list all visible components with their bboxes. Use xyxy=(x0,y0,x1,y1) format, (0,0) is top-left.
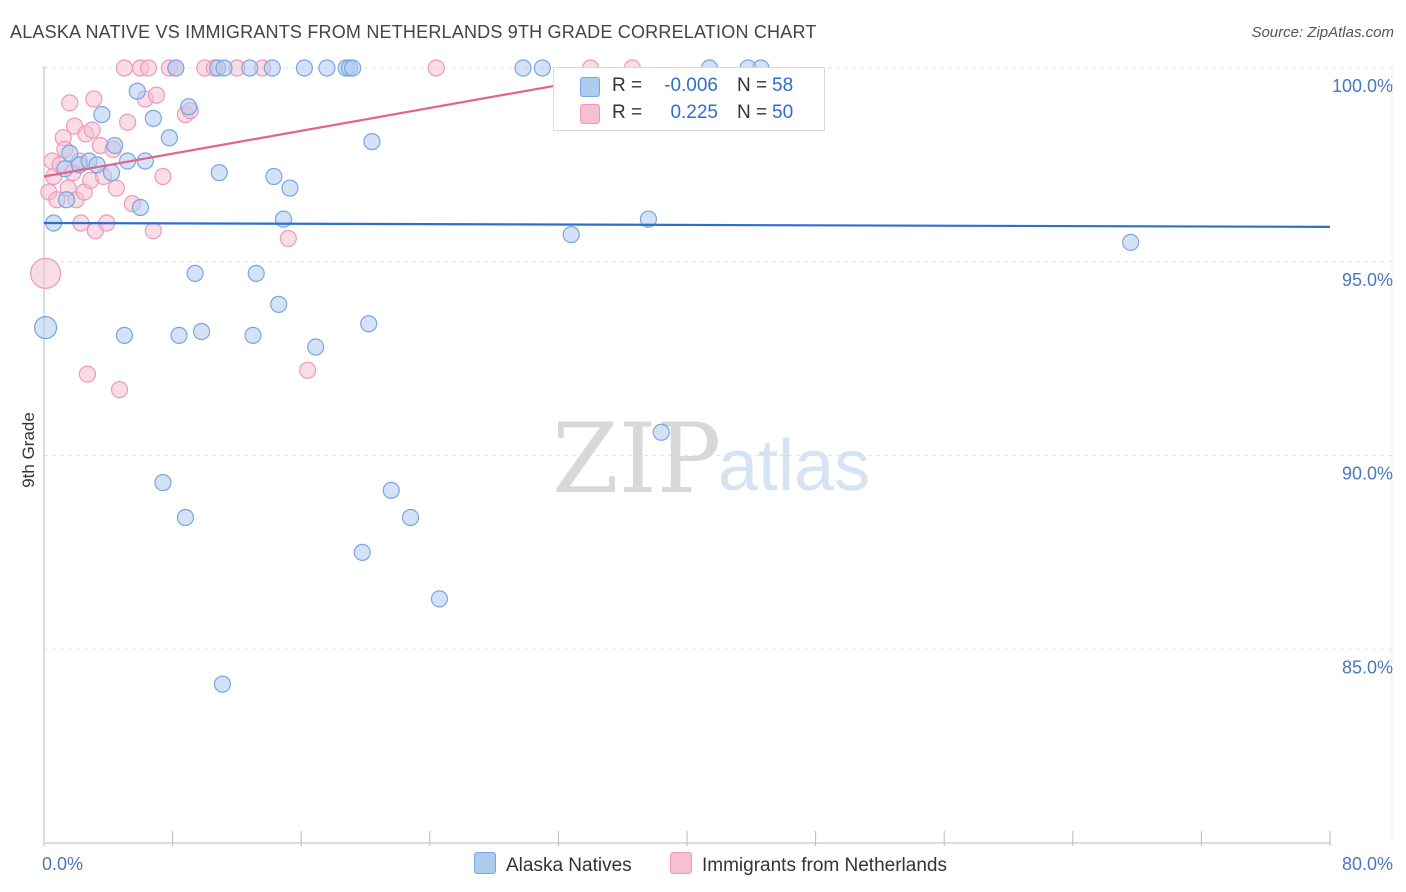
point-alaska-natives xyxy=(639,210,658,228)
stats-legend: R = -0.006 N = 58 R = 0.225 N = 50 xyxy=(553,67,825,131)
x-tick-labels: 0.0% 80.0% xyxy=(42,854,1393,874)
point-alaska-natives xyxy=(57,191,76,209)
point-alaska-natives xyxy=(136,152,154,170)
point-immigrants-netherlands xyxy=(61,94,79,112)
point-alaska-natives xyxy=(154,474,172,492)
point-immigrants-netherlands xyxy=(279,229,297,248)
point-alaska-natives xyxy=(307,338,325,356)
point-alaska-natives xyxy=(281,179,299,197)
series-immigrants-netherlands-points xyxy=(30,59,641,399)
point-alaska-natives xyxy=(562,226,580,244)
point-immigrants-netherlands xyxy=(139,59,158,77)
point-immigrants-netherlands xyxy=(85,90,103,108)
point-alaska-natives xyxy=(318,59,336,77)
point-alaska-natives xyxy=(241,59,259,77)
point-alaska-natives xyxy=(215,59,233,77)
swatch-blue xyxy=(580,77,600,97)
x-tick-label: 0.0% xyxy=(42,854,83,874)
point-alaska-natives xyxy=(430,590,449,608)
point-alaska-natives xyxy=(180,98,198,116)
y-tick-labels: 100.0% 95.0% 90.0% 85.0% xyxy=(1332,76,1393,677)
r-value: -0.006 xyxy=(664,75,718,96)
point-alaska-natives xyxy=(176,508,195,527)
watermark-zip: ZIP xyxy=(552,403,721,515)
point-alaska-natives xyxy=(652,423,670,441)
point-alaska-natives xyxy=(167,59,185,77)
point-alaska-natives xyxy=(131,198,150,217)
point-alaska-natives xyxy=(210,164,228,182)
legend-swatch-blue xyxy=(474,852,496,874)
r-label: R = xyxy=(612,75,643,96)
point-alaska-natives xyxy=(102,164,121,182)
n-value: 50 xyxy=(772,102,794,123)
point-alaska-natives xyxy=(34,316,58,340)
point-immigrants-netherlands xyxy=(118,113,137,131)
point-alaska-natives xyxy=(533,59,551,77)
y-tick-label: 85.0% xyxy=(1342,657,1393,677)
x-tick-label: 80.0% xyxy=(1342,854,1393,874)
point-alaska-natives xyxy=(128,82,146,100)
point-alaska-natives xyxy=(192,322,211,341)
point-alaska-natives xyxy=(265,167,283,186)
point-alaska-natives xyxy=(382,481,400,499)
point-alaska-natives xyxy=(295,59,314,77)
point-alaska-natives xyxy=(170,326,188,344)
y-axis-label: 9th Grade xyxy=(19,412,38,488)
point-immigrants-netherlands xyxy=(110,381,129,399)
point-alaska-natives xyxy=(213,675,232,693)
r-value: 0.225 xyxy=(670,102,718,123)
y-tick-label: 90.0% xyxy=(1342,464,1393,484)
legend-label: Alaska Natives xyxy=(506,855,632,876)
legend-item-alaska-natives[interactable]: Alaska Natives xyxy=(474,852,632,877)
point-alaska-natives xyxy=(106,136,124,155)
source-credit: Source: ZipAtlas.com xyxy=(1251,24,1394,41)
r-label: R = xyxy=(612,102,643,123)
point-immigrants-netherlands xyxy=(299,361,317,379)
point-alaska-natives xyxy=(263,59,281,77)
point-immigrants-netherlands xyxy=(144,222,162,240)
point-alaska-natives xyxy=(144,109,162,127)
legend-item-immigrants-netherlands[interactable]: Immigrants from Netherlands xyxy=(670,852,947,877)
legend-swatch-pink xyxy=(670,852,692,874)
n-label: N = xyxy=(737,102,768,123)
point-alaska-natives xyxy=(244,326,262,344)
point-alaska-natives xyxy=(88,156,106,174)
point-immigrants-netherlands xyxy=(147,86,166,104)
y-tick-label: 95.0% xyxy=(1342,270,1393,290)
series-alaska-natives-points xyxy=(34,59,1140,693)
trend-line-alaska-natives xyxy=(43,221,1331,228)
n-label: N = xyxy=(737,75,768,96)
swatch-pink xyxy=(580,104,600,124)
point-alaska-natives xyxy=(363,133,381,151)
point-alaska-natives xyxy=(514,59,532,77)
point-alaska-natives xyxy=(360,315,378,333)
point-alaska-natives xyxy=(115,326,133,344)
point-alaska-natives xyxy=(353,543,371,561)
point-immigrants-netherlands xyxy=(427,59,445,77)
point-immigrants-netherlands xyxy=(83,121,101,139)
point-alaska-natives xyxy=(401,508,420,527)
point-immigrants-netherlands xyxy=(30,257,62,289)
y-tick-label: 100.0% xyxy=(1332,76,1393,96)
chart-title: ALASKA NATIVE VS IMMIGRANTS FROM NETHERL… xyxy=(10,22,817,42)
point-immigrants-netherlands xyxy=(78,365,97,383)
point-alaska-natives xyxy=(61,144,79,162)
point-alaska-natives xyxy=(247,264,265,282)
point-alaska-natives xyxy=(344,59,362,77)
point-immigrants-netherlands xyxy=(115,59,133,77)
point-alaska-natives xyxy=(1122,233,1140,251)
watermark-atlas: atlas xyxy=(718,426,870,506)
point-alaska-natives xyxy=(93,105,111,124)
point-alaska-natives xyxy=(186,264,204,282)
point-immigrants-netherlands xyxy=(107,179,125,197)
n-value: 58 xyxy=(772,75,794,96)
point-alaska-natives xyxy=(160,129,178,147)
point-immigrants-netherlands xyxy=(154,167,172,186)
series-legend: Alaska Natives Immigrants from Netherlan… xyxy=(0,852,1406,878)
watermark: ZIP atlas xyxy=(552,403,870,515)
legend-label: Immigrants from Netherlands xyxy=(702,855,947,876)
point-alaska-natives xyxy=(270,295,288,313)
